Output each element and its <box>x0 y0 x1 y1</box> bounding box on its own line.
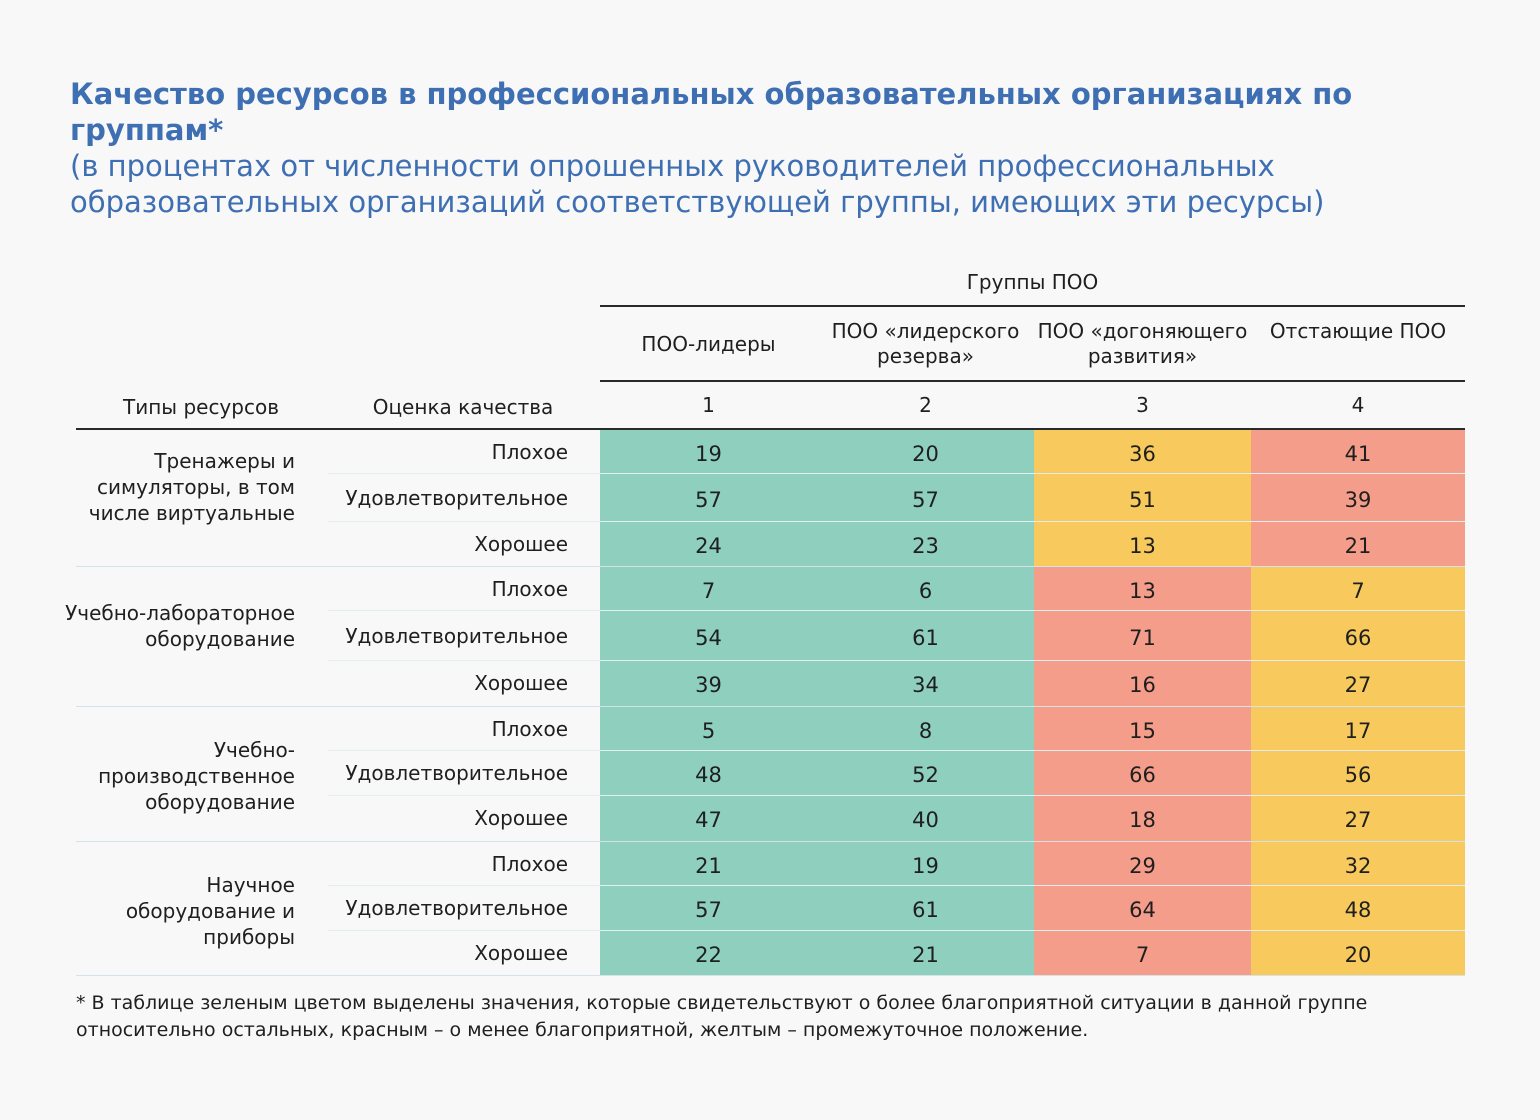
value-cell: 39 <box>1251 474 1465 522</box>
columns-rule <box>600 380 1465 382</box>
value-cell: 66 <box>1034 751 1251 796</box>
value-cell: 27 <box>1251 796 1465 841</box>
value-cell: 19 <box>817 842 1034 886</box>
value-cell: 61 <box>817 611 1034 661</box>
value-cell: 57 <box>600 474 817 522</box>
groups-header: Группы ПОО <box>966 270 1099 294</box>
value-cell: 71 <box>1034 611 1251 661</box>
value-cell: 21 <box>600 842 817 886</box>
groups-rule <box>600 305 1465 307</box>
types-header: Типы ресурсов <box>123 395 279 419</box>
value-cell: 29 <box>1034 842 1251 886</box>
value-cell: 7 <box>600 567 817 611</box>
value-cell: 51 <box>1034 474 1251 522</box>
resource-type-label: Научное оборудование и приборы <box>125 872 295 949</box>
value-cell: 20 <box>1251 931 1465 975</box>
group-divider <box>76 706 1465 707</box>
value-cell: 48 <box>600 751 817 796</box>
page-title: Качество ресурсов в профессиональных обр… <box>70 77 1353 147</box>
row-divider <box>328 750 1465 751</box>
row-divider <box>328 521 1465 522</box>
quality-label: Хорошее <box>474 806 568 830</box>
quality-label: Плохое <box>491 717 568 741</box>
value-cell: 32 <box>1251 842 1465 886</box>
value-cell: 54 <box>600 611 817 661</box>
value-cell: 47 <box>600 796 817 841</box>
col-header-4: Отстающие ПОО <box>1269 319 1447 343</box>
footnote: * В таблице зеленым цветом выделены знач… <box>76 992 1368 1041</box>
value-cell: 6 <box>817 567 1034 611</box>
value-cell: 19 <box>600 430 817 474</box>
value-cell: 34 <box>817 661 1034 706</box>
value-cell: 7 <box>1251 567 1465 611</box>
row-divider <box>328 885 1465 886</box>
value-cell: 16 <box>1034 661 1251 706</box>
col-header-1: ПОО-лидеры <box>641 332 776 356</box>
value-cell: 22 <box>600 931 817 975</box>
page-subtitle: (в процентах от численности опрошенных р… <box>70 149 1325 219</box>
row-divider <box>328 473 1465 474</box>
quality-label: Плохое <box>491 577 568 601</box>
group-divider <box>76 566 1465 567</box>
value-cell: 27 <box>1251 661 1465 706</box>
value-cell: 61 <box>817 886 1034 931</box>
resource-type-label: Учебно-производственное оборудование <box>98 738 295 814</box>
quality-label: Хорошее <box>474 941 568 965</box>
row-divider <box>328 795 1465 796</box>
value-cell: 15 <box>1034 707 1251 751</box>
quality-label: Плохое <box>491 852 568 876</box>
header-bottom-rule <box>76 428 1465 430</box>
resource-type-label: Учебно-лабораторное оборудование <box>65 600 295 651</box>
quality-label: Удовлетворительное <box>345 896 568 920</box>
value-cell: 23 <box>817 522 1034 566</box>
value-cell: 24 <box>600 522 817 566</box>
value-cell: 8 <box>817 707 1034 751</box>
quality-label: Удовлетворительное <box>345 761 568 785</box>
value-cell: 57 <box>600 886 817 931</box>
value-cell: 66 <box>1251 611 1465 661</box>
value-cell: 40 <box>817 796 1034 841</box>
value-cell: 52 <box>817 751 1034 796</box>
col-num-3: 3 <box>1136 393 1149 417</box>
value-cell: 13 <box>1034 522 1251 566</box>
value-cell: 64 <box>1034 886 1251 931</box>
group-divider <box>76 975 1465 976</box>
quality-header: Оценка качества <box>372 395 554 419</box>
value-cell: 7 <box>1034 931 1251 975</box>
value-cell: 48 <box>1251 886 1465 931</box>
quality-label: Плохое <box>491 440 568 464</box>
value-cell: 21 <box>817 931 1034 975</box>
col-num-4: 4 <box>1351 393 1365 417</box>
quality-label: Хорошее <box>474 671 568 695</box>
quality-label: Удовлетворительное <box>345 486 568 510</box>
group-divider <box>76 841 1465 842</box>
value-cell: 20 <box>817 430 1034 474</box>
value-cell: 39 <box>600 661 817 706</box>
col-header-2: ПОО «лидерского резерва» <box>831 319 1020 368</box>
value-cell: 5 <box>600 707 817 751</box>
col-header-3: ПОО «догоняющего развития» <box>1037 319 1248 368</box>
row-divider <box>328 610 1465 611</box>
value-cell: 21 <box>1251 522 1465 566</box>
value-cell: 17 <box>1251 707 1465 751</box>
value-cell: 18 <box>1034 796 1251 841</box>
col-num-1: 1 <box>702 393 715 417</box>
quality-label: Хорошее <box>474 532 568 556</box>
value-cell: 13 <box>1034 567 1251 611</box>
row-divider <box>328 660 1465 661</box>
value-cell: 56 <box>1251 751 1465 796</box>
resource-type-label: Тренажеры и симуляторы, в том числе вирт… <box>88 449 295 525</box>
row-divider <box>328 930 1465 931</box>
value-cell: 36 <box>1034 430 1251 474</box>
value-cell: 41 <box>1251 430 1465 474</box>
quality-label: Удовлетворительное <box>345 624 568 648</box>
col-num-2: 2 <box>919 393 932 417</box>
value-cell: 57 <box>817 474 1034 522</box>
